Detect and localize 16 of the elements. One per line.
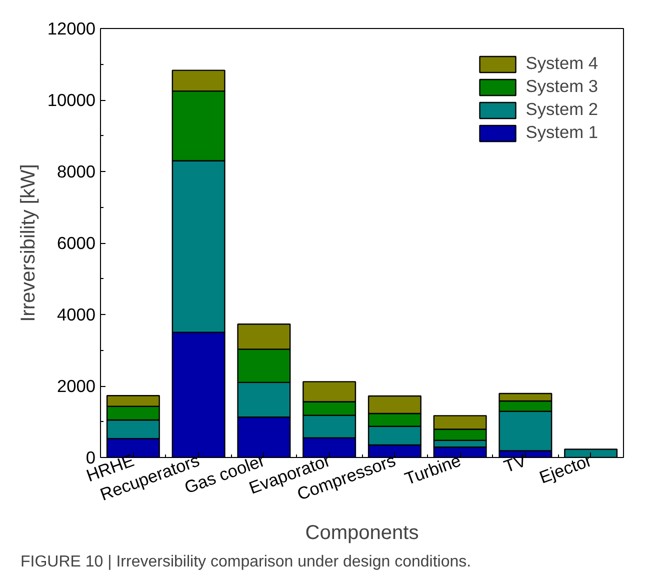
x-tick-label: TV — [501, 450, 530, 476]
y-tick-label: 8000 — [56, 162, 96, 182]
legend-label: System 3 — [526, 76, 598, 97]
legend-label: System 4 — [526, 53, 598, 74]
y-tick-label: 2000 — [56, 376, 96, 396]
x-tick-label: Turbine — [402, 450, 464, 489]
y-tick-label: 12000 — [47, 18, 96, 38]
y-tick-label: 10000 — [47, 90, 96, 110]
legend-label: System 2 — [526, 99, 598, 120]
y-tick-label: 6000 — [56, 233, 96, 253]
caption: FIGURE 10 | Irreversibility comparison under design conditions. — [20, 554, 472, 570]
legend-label: System 1 — [526, 122, 598, 143]
x-axis-title: Components — [305, 522, 419, 544]
y-axis-title: Irreversibility [kW] — [17, 164, 40, 322]
x-tick-label: Ejector — [536, 450, 594, 488]
y-tick-label: 4000 — [56, 304, 96, 324]
